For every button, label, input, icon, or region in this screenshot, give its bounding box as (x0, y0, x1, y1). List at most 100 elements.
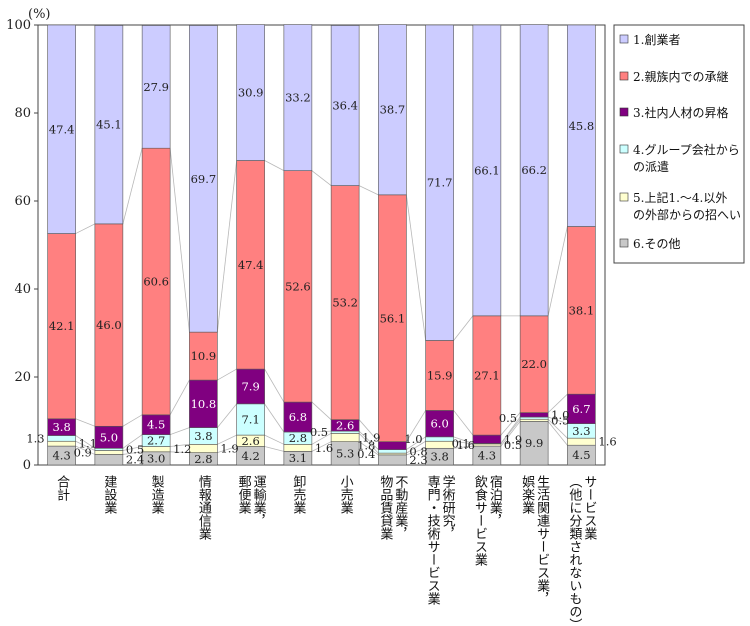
x-tick-label: 卸売業 (290, 474, 306, 514)
y-tick-label: 80 (14, 106, 31, 121)
series-connector-line (122, 446, 143, 451)
series-connector-line (264, 403, 285, 433)
series-connector-line (500, 412, 521, 436)
legend-swatch (619, 238, 629, 248)
series-connector-line (358, 430, 379, 450)
series-connector-line (358, 185, 379, 196)
bar-segment (378, 454, 407, 466)
series-connector-line (75, 445, 96, 455)
series-connector-line (122, 414, 143, 427)
series-connector-line (217, 446, 237, 454)
bar-segment (519, 421, 549, 466)
y-tick-label: 60 (14, 194, 31, 209)
data-label: 2.8 (289, 431, 307, 445)
bar-segment (141, 25, 171, 149)
x-tick-label: 学術研究， (440, 474, 456, 540)
bar-segment (236, 403, 265, 436)
data-label: 2.6 (336, 418, 354, 432)
series-connector-line (406, 440, 426, 454)
series-connector-line (122, 451, 143, 455)
data-label: 3.3 (572, 424, 590, 438)
bar-segment (189, 25, 218, 333)
series-connector-line (358, 433, 379, 454)
data-label: 10.8 (191, 397, 217, 411)
series-connector-line (169, 427, 190, 436)
series-connector-line (405, 194, 427, 341)
data-label: 10.9 (191, 349, 217, 363)
series-connector-line (311, 441, 332, 452)
series-connector-line (500, 418, 521, 445)
data-label: 69.7 (191, 172, 217, 186)
x-tick-label: 生活関連サービス業， (534, 475, 550, 605)
series-connector-line (217, 434, 237, 445)
series-connector-line (547, 421, 568, 446)
data-label: 1.9 (504, 432, 522, 446)
data-label: 1.0 (404, 432, 422, 446)
series-connector-line (75, 435, 96, 449)
series-connector-line (216, 160, 238, 333)
data-label: 4.5 (147, 418, 165, 432)
data-label: 3.1 (289, 451, 307, 465)
x-tick-label: 不動産業， (392, 475, 408, 540)
bar-segment (47, 24, 76, 234)
bar-segment (567, 226, 596, 395)
bar-segment (330, 25, 360, 186)
data-label: 0.8 (409, 444, 427, 458)
bar-segment (236, 368, 265, 405)
data-label: 3.8 (194, 429, 212, 443)
bar-segment (330, 185, 360, 420)
data-label: 1.9 (362, 431, 380, 445)
bar-segment (141, 147, 171, 416)
series-connector-line (264, 160, 285, 171)
bar-segment (189, 379, 218, 428)
series-connector-line (75, 418, 96, 427)
data-label: 60.6 (143, 275, 169, 289)
x-tick-label: （他に分類されないもの） (566, 475, 582, 626)
data-label: 36.4 (332, 99, 358, 113)
x-tick-label: 運輸業， (251, 475, 267, 527)
data-label: 42.1 (49, 319, 75, 333)
data-label: 27.9 (143, 80, 169, 94)
data-label: 0.5 (310, 425, 328, 439)
y-tick-label: 100 (6, 18, 31, 33)
bar-segment (472, 434, 502, 444)
series-connector-line (358, 419, 379, 442)
bar-segment (47, 233, 76, 420)
bar-segment (519, 418, 549, 422)
x-tick-label: 郵便業 (236, 475, 252, 514)
series-connector-line (453, 436, 474, 444)
bar-segment (425, 24, 454, 341)
data-label: 1.6 (598, 435, 616, 449)
data-label: 1.6 (457, 438, 475, 452)
data-label: 1.8 (357, 439, 375, 453)
legend-entry: の派遣 (633, 159, 669, 174)
data-label: 7.9 (241, 379, 259, 393)
legend-entry: 1.創業者 (633, 33, 680, 47)
data-label: 1.2 (173, 442, 191, 456)
series-connector-line (217, 403, 237, 428)
data-label: 30.9 (238, 86, 264, 100)
y-axis-label: (%) (28, 7, 51, 22)
x-tick-label: 飲食サービス業 (472, 474, 488, 566)
data-label: 0.9 (74, 445, 92, 459)
data-label: 5.3 (336, 446, 354, 460)
legend-swatch (619, 34, 629, 44)
series-connector-line (311, 170, 332, 186)
legend-entry: 5.上記1.〜4.以外 (633, 190, 727, 205)
data-label: 9.9 (525, 436, 543, 450)
y-tick-label: 40 (14, 282, 31, 297)
data-label: 33.2 (285, 91, 311, 105)
legend-swatch (619, 71, 629, 81)
bar-segment (283, 24, 313, 171)
x-tick-label: 小売業 (338, 475, 354, 514)
data-label: 27.1 (474, 368, 500, 382)
data-label: 52.6 (285, 279, 311, 293)
series-connector-line (547, 416, 568, 425)
legend-entry: 6.その他 (633, 237, 680, 251)
bar-segment (425, 440, 454, 449)
series-connector-line (311, 430, 332, 433)
series-connector-line (358, 441, 379, 456)
x-tick-label: 娯楽業 (519, 475, 535, 514)
series-connector-line (122, 148, 143, 224)
